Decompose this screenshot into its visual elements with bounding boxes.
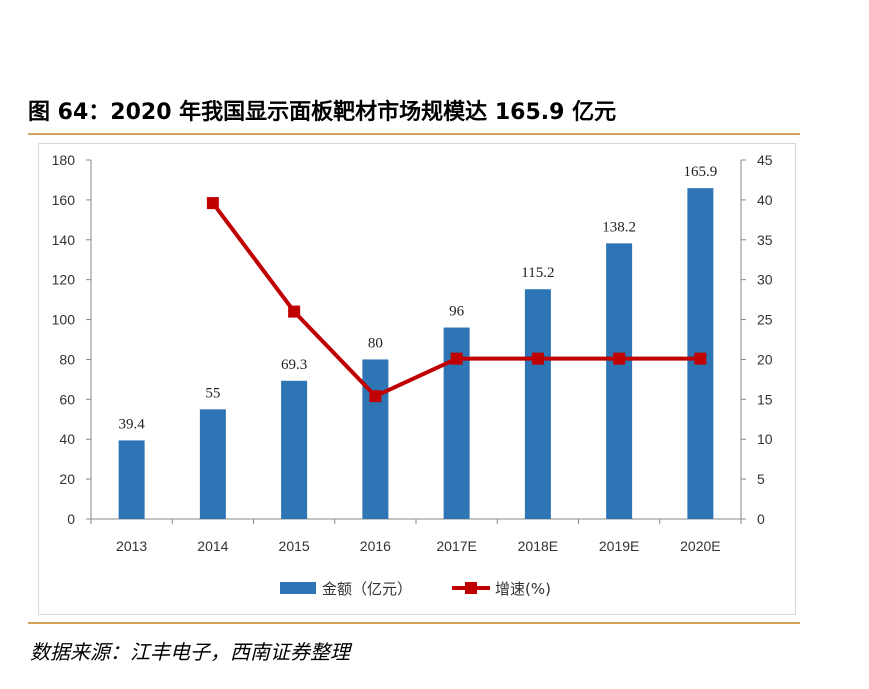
top-rule (28, 133, 800, 135)
bar-value-label: 55 (205, 385, 220, 401)
chart-axes: 0 20 40 60 80 100 120 140 160 180 0 5 10 15 20 25 30 35 40… (52, 152, 773, 554)
legend-line-label: 增速(%) (495, 580, 551, 598)
left-tick-label: 140 (52, 232, 76, 248)
bar-value-label: 80 (368, 335, 383, 351)
x-tick-label: 2016 (360, 538, 391, 554)
bottom-rule (28, 622, 800, 624)
x-tick-label: 2019E (599, 538, 639, 554)
bar (606, 243, 633, 519)
x-tick-label: 2015 (279, 538, 310, 554)
bar (362, 359, 389, 519)
left-tick-label: 60 (59, 391, 75, 407)
bar-value-label: 69.3 (281, 357, 307, 373)
bar-value-label: 39.4 (119, 416, 146, 432)
bar (524, 289, 551, 519)
x-tick-label: 2013 (116, 538, 147, 554)
bar (199, 409, 226, 519)
growth-point (450, 352, 463, 365)
right-tick-label: 45 (757, 152, 773, 168)
legend-line-marker (465, 582, 477, 594)
growth-point (613, 352, 626, 365)
chart-legend: 金额（亿元） 增速(%) (280, 580, 551, 598)
right-tick-label: 0 (757, 511, 765, 527)
growth-point (694, 352, 707, 365)
line-series (206, 197, 707, 403)
bar (118, 440, 145, 519)
right-tick-label: 30 (757, 272, 773, 288)
chart-frame (38, 143, 796, 615)
right-tick-label: 35 (757, 232, 773, 248)
legend-bar-label: 金额（亿元） (322, 580, 412, 598)
left-tick-label: 20 (59, 471, 75, 487)
right-tick-label: 5 (757, 471, 765, 487)
bar-series (118, 188, 714, 519)
x-tick-label: 2018E (518, 538, 558, 554)
figure-title: 图 64：2020 年我国显示面板靶材市场规模达 165.9 亿元 (28, 100, 617, 125)
bar-value-label: 115.2 (521, 265, 554, 281)
left-tick-label: 120 (52, 272, 76, 288)
right-tick-label: 40 (757, 192, 773, 208)
growth-point (369, 390, 382, 403)
left-tick-label: 80 (59, 351, 75, 367)
legend-bar-swatch (280, 582, 316, 594)
bar (281, 380, 308, 519)
growth-point (206, 197, 219, 210)
x-tick-label: 2014 (197, 538, 228, 554)
x-tick-label: 2020E (680, 538, 720, 554)
bar-value-label: 165.9 (684, 164, 718, 180)
left-tick-label: 160 (52, 192, 76, 208)
growth-point (531, 352, 544, 365)
bar-value-label: 138.2 (602, 219, 636, 235)
right-tick-label: 25 (757, 312, 773, 328)
left-tick-label: 180 (52, 152, 76, 168)
growth-point (288, 305, 301, 318)
left-tick-label: 0 (67, 511, 75, 527)
x-tick-label: 2017E (436, 538, 476, 554)
bar-value-label: 96 (449, 304, 465, 320)
left-tick-label: 100 (52, 312, 76, 328)
bar-data-labels: 39.4 55 69.3 80 96 115.2 138.2 165.9 (119, 164, 718, 432)
right-tick-label: 15 (757, 391, 773, 407)
left-tick-label: 40 (59, 431, 75, 447)
right-tick-label: 10 (757, 431, 773, 447)
right-tick-label: 20 (757, 351, 773, 367)
source-note: 数据来源：江丰电子，西南证券整理 (30, 640, 350, 664)
